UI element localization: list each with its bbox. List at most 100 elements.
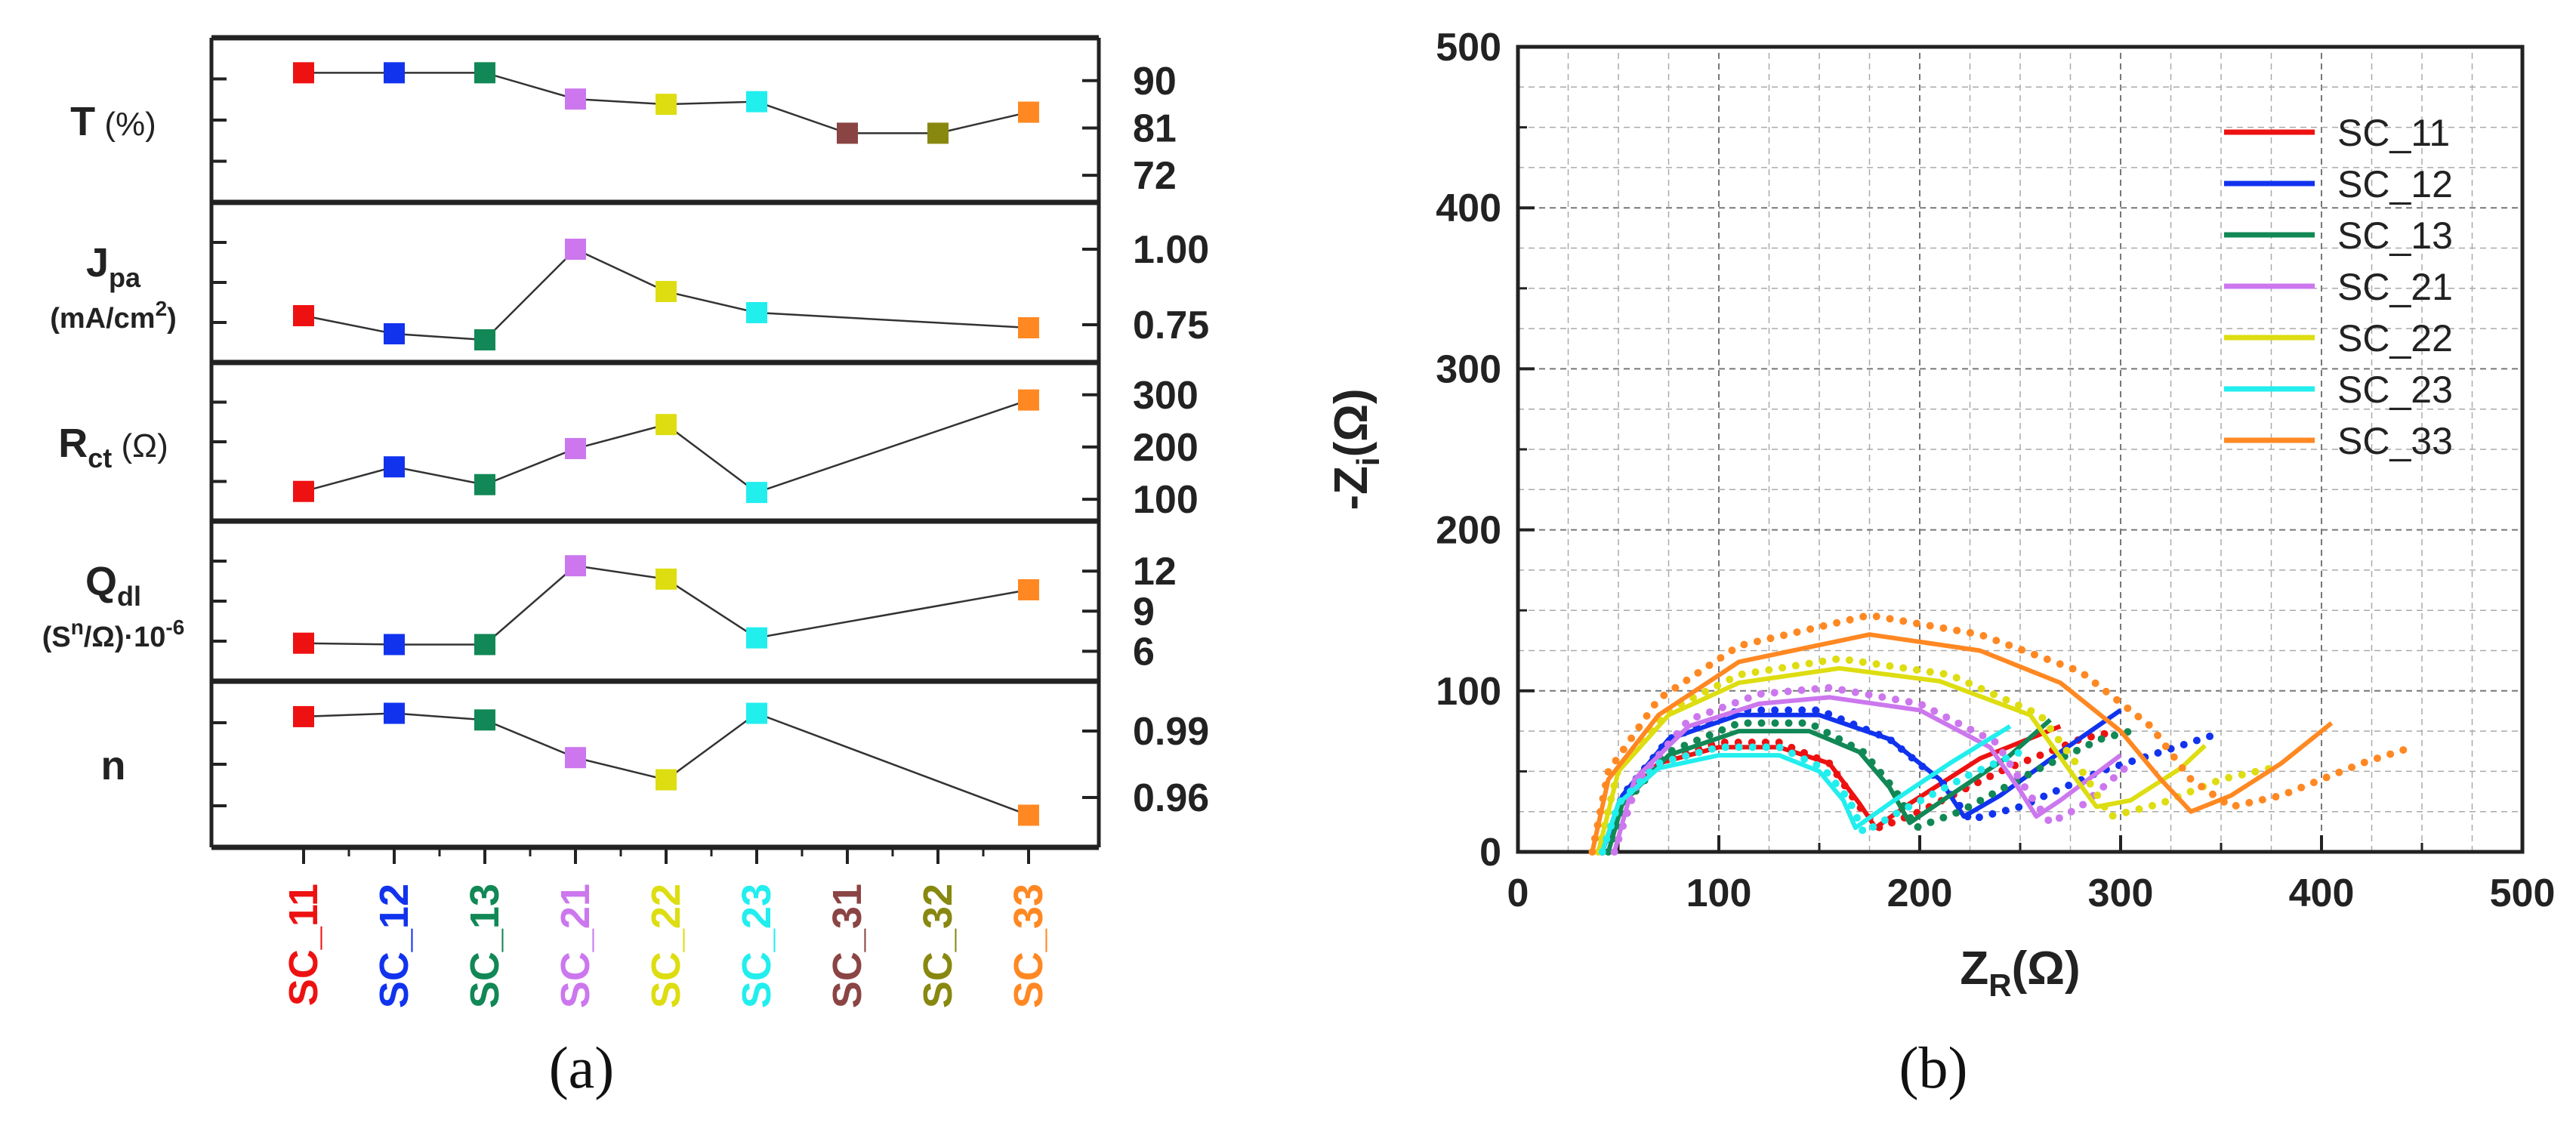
marker-Jpa-SC_12 [384, 323, 405, 344]
marker-T-SC_32 [927, 122, 949, 144]
marker-Rct-SC_33 [1018, 389, 1039, 411]
subplot-ylabel: n [101, 743, 126, 788]
caption-a: (a) [549, 1035, 615, 1100]
y-tick-label: 0.99 [1133, 710, 1209, 754]
y-tick-label: 300 [1436, 347, 1501, 391]
marker-Qdl-SC_11 [293, 632, 314, 654]
measured-dots-SC_22 [1594, 655, 2275, 856]
marker-Jpa-SC_13 [474, 329, 495, 350]
measured-dots-SC_21 [1610, 683, 2135, 856]
marker-T-SC_11 [293, 62, 314, 84]
y-axis-label: -Zi(Ω) [1325, 388, 1386, 510]
y-tick-label: 81 [1133, 106, 1177, 150]
legend-label-SC_11: SC_11 [2337, 112, 2450, 154]
y-tick-label: 6 [1133, 630, 1155, 674]
marker-Rct-SC_21 [565, 437, 586, 459]
subplot-ylabel: Rct (Ω) [58, 421, 168, 474]
marker-Qdl-SC_23 [746, 627, 767, 649]
category-label-SC_22: SC_22 [643, 884, 689, 1008]
legend-label-SC_22: SC_22 [2337, 317, 2453, 359]
marker-n-SC_23 [746, 702, 767, 724]
marker-n-SC_21 [565, 747, 586, 769]
legend-label-SC_12: SC_12 [2337, 163, 2453, 205]
marker-Qdl-SC_12 [384, 634, 405, 656]
category-label-SC_33: SC_33 [1006, 884, 1051, 1008]
measured-dots-SC_12 [1598, 706, 2225, 856]
marker-Rct-SC_11 [293, 480, 314, 502]
marker-T-SC_21 [565, 88, 586, 110]
series-SC_11 [1598, 723, 2121, 856]
y-tick-label: 1.00 [1133, 228, 1209, 272]
marker-T-SC_31 [837, 122, 858, 144]
category-label-SC_21: SC_21 [553, 884, 598, 1008]
subplot-ylabel: Qdl [85, 559, 141, 612]
legend-label-SC_13: SC_13 [2337, 214, 2453, 257]
measured-dots-SC_23 [1598, 743, 2024, 856]
marker-Rct-SC_12 [384, 456, 405, 478]
marker-n-SC_22 [656, 769, 677, 791]
x-tick-label: 200 [1887, 871, 1953, 915]
marker-T-SC_13 [474, 62, 495, 84]
y-tick-label: 100 [1436, 670, 1501, 714]
marker-n-SC_33 [1018, 804, 1039, 826]
x-axis-label: ZR(Ω) [1960, 942, 2080, 1003]
subplot-Jpa: 1.00 0.75 Jpa (mA/cm2) [50, 199, 1209, 362]
series-SC_21 [1610, 683, 2135, 856]
marker-Rct-SC_22 [656, 414, 677, 436]
marker-Jpa-SC_23 [746, 302, 767, 323]
y-tick-label: 90 [1133, 60, 1177, 103]
y-tick-label: 0.96 [1133, 776, 1209, 820]
series-SC_22 [1594, 655, 2275, 856]
legend-label-SC_33: SC_33 [2337, 420, 2453, 462]
marker-Jpa-SC_11 [293, 305, 314, 326]
marker-Rct-SC_13 [474, 474, 495, 495]
marker-n-SC_13 [474, 709, 495, 731]
category-label-SC_23: SC_23 [734, 884, 779, 1008]
subplot-line [303, 399, 1029, 494]
y-tick-label: 9 [1133, 590, 1155, 634]
subplot-ylabel-unit: (mA/cm2) [50, 297, 177, 335]
marker-Qdl-SC_13 [474, 634, 495, 656]
fit-line-SC_22 [1596, 665, 2207, 853]
marker-T-SC_22 [656, 94, 677, 116]
y-tick-label: 200 [1436, 509, 1501, 553]
x-tick-label: 400 [2289, 871, 2355, 915]
category-label-SC_31: SC_31 [825, 884, 870, 1008]
legend-label-SC_21: SC_21 [2337, 266, 2453, 308]
marker-T-SC_12 [384, 62, 405, 84]
y-tick-label: 12 [1133, 550, 1177, 594]
marker-Qdl-SC_33 [1018, 578, 1039, 600]
category-label-SC_13: SC_13 [462, 884, 507, 1008]
fit-line-SC_23 [1600, 724, 2012, 853]
marker-Qdl-SC_21 [565, 555, 586, 577]
subplot-ylabel: T (%) [70, 99, 156, 144]
marker-Jpa-SC_33 [1018, 317, 1039, 338]
subplot-ylabel: Jpa [86, 240, 141, 293]
category-label-SC_32: SC_32 [915, 884, 961, 1008]
marker-Jpa-SC_21 [565, 239, 586, 260]
y-tick-label: 400 [1436, 187, 1501, 230]
subplot-n: 0.99 0.96 n [101, 678, 1209, 847]
y-tick-label: 500 [1436, 26, 1501, 69]
marker-n-SC_12 [384, 702, 405, 724]
y-tick-label: 0.75 [1133, 304, 1209, 347]
legend-label-SC_23: SC_23 [2337, 369, 2453, 411]
subplot-line [303, 712, 1029, 816]
marker-T-SC_23 [746, 91, 767, 113]
series-SC_23 [1598, 724, 2024, 856]
y-tick-label: 100 [1133, 478, 1199, 522]
category-label-SC_11: SC_11 [281, 884, 326, 1006]
subplot-ylabel-unit: (Sn/Ω)·10-6 [42, 615, 185, 653]
marker-Qdl-SC_22 [656, 568, 677, 590]
subplot-Rct: 300 200 100 Rct (Ω) [58, 359, 1199, 522]
marker-Rct-SC_23 [746, 482, 767, 504]
category-label-SC_12: SC_12 [372, 884, 417, 1008]
series-SC_33 [1588, 611, 2416, 856]
x-tick-label: 300 [2088, 871, 2154, 915]
legend: SC_11 SC_12 SC_13 SC_21 SC_22 SC_23 SC_33 [2224, 112, 2453, 462]
y-tick-label: 300 [1133, 374, 1199, 418]
y-tick-label: 0 [1479, 831, 1501, 875]
